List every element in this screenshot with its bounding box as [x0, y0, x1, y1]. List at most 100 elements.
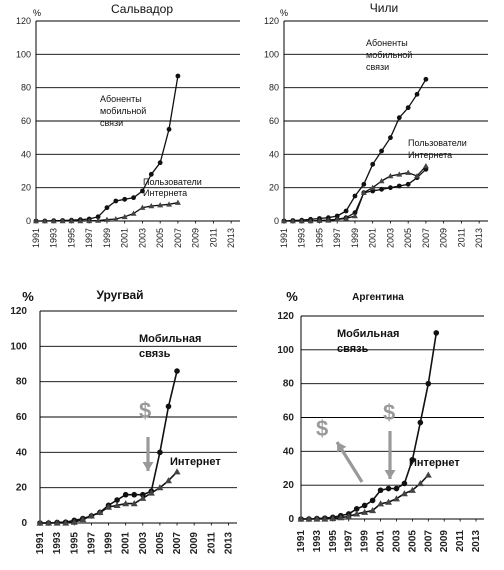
- data-point: [87, 512, 95, 519]
- data-point: [298, 218, 305, 224]
- data-point: [164, 477, 172, 484]
- data-point: [36, 519, 44, 526]
- data-point: [351, 213, 358, 219]
- data-point: [130, 210, 137, 216]
- y-tick-label: 80: [16, 377, 28, 388]
- x-tick-label: 2013: [474, 228, 484, 248]
- chart-title: Сальвадор: [111, 2, 173, 16]
- y-tick-label: 60: [16, 412, 28, 423]
- y-tick-label: 80: [269, 83, 279, 93]
- y-tick-label: 20: [21, 183, 31, 193]
- data-point: [305, 515, 313, 522]
- data-point: [361, 508, 369, 515]
- data-point: [353, 506, 360, 512]
- data-point: [33, 218, 39, 224]
- data-point: [385, 485, 392, 492]
- x-tick-label: 2005: [403, 228, 413, 248]
- y-tick-label: 20: [269, 183, 279, 193]
- annotation: Мобильная: [139, 333, 201, 345]
- data-point: [377, 500, 385, 507]
- x-tick-label: 2011: [206, 532, 217, 554]
- x-tick-label: 1993: [52, 532, 63, 555]
- data-point: [174, 368, 180, 374]
- x-tick-label: 2001: [368, 228, 378, 248]
- data-point: [297, 515, 305, 522]
- data-point: [337, 514, 345, 521]
- x-tick-label: 1991: [35, 532, 46, 555]
- annotation: связь: [139, 348, 171, 360]
- data-point: [166, 201, 173, 207]
- series-line: [283, 78, 427, 222]
- data-point: [408, 486, 416, 493]
- data-point: [409, 456, 416, 463]
- y-tick-label: 100: [264, 49, 279, 59]
- x-tick-label: 2013: [226, 228, 236, 248]
- x-tick-label: 2003: [138, 532, 149, 555]
- x-tick-label: 1995: [66, 228, 76, 248]
- y-tick-label: 60: [269, 116, 279, 126]
- data-point: [59, 218, 66, 224]
- y-tick-label: 0: [288, 514, 294, 525]
- x-tick-label: 2001: [376, 530, 387, 553]
- annotation: Абоненты: [100, 94, 142, 104]
- x-tick-label: 2001: [121, 532, 132, 555]
- x-tick-label: 2007: [421, 228, 431, 248]
- data-point: [96, 508, 104, 516]
- data-point: [388, 135, 393, 141]
- data-point: [388, 185, 393, 191]
- x-tick-label: 2009: [189, 532, 200, 555]
- data-point: [114, 497, 120, 503]
- x-tick-label: 2013: [223, 532, 234, 555]
- x-tick-label: 1991: [279, 228, 289, 248]
- chart-panel: Уругвай% 0 20 40 60 80 100 120 1991 1993 1995 1997 1…: [10, 288, 237, 554]
- x-tick-label: 1993: [49, 228, 59, 248]
- y-axis-unit: %: [286, 289, 298, 304]
- data-point: [157, 160, 163, 166]
- x-tick-label: 2011: [208, 228, 218, 247]
- data-point: [369, 497, 376, 504]
- data-point: [405, 169, 412, 175]
- x-tick-label: 1997: [84, 228, 94, 248]
- data-point: [148, 203, 155, 209]
- data-point: [122, 196, 128, 202]
- data-point: [379, 148, 384, 154]
- data-point: [393, 485, 400, 492]
- data-point: [417, 419, 424, 426]
- x-tick-label: 2007: [172, 532, 183, 555]
- data-point: [166, 126, 172, 132]
- x-tick-label: 1991: [296, 530, 307, 553]
- arrow-head: [337, 442, 347, 453]
- y-tick-label: 100: [16, 49, 31, 59]
- x-tick-label: 1997: [332, 228, 342, 248]
- data-point: [157, 202, 164, 208]
- x-tick-label: 2013: [471, 530, 482, 553]
- y-tick-label: 0: [26, 216, 31, 226]
- data-point: [131, 195, 136, 201]
- data-point: [387, 173, 394, 179]
- data-point: [121, 213, 128, 220]
- data-point: [369, 184, 376, 190]
- annotation: Мобильная: [337, 328, 399, 340]
- data-point: [379, 186, 384, 192]
- x-tick-label: 2009: [191, 228, 201, 248]
- data-point: [425, 380, 432, 387]
- annotation: $: [383, 400, 395, 425]
- annotation: мобильной: [100, 106, 146, 116]
- y-tick-label: 120: [264, 16, 279, 26]
- data-point: [325, 217, 332, 223]
- x-tick-label: 2007: [423, 530, 434, 553]
- y-tick-label: 40: [21, 149, 31, 159]
- data-point: [321, 515, 329, 522]
- series-line: [40, 471, 178, 524]
- x-tick-label: 1995: [314, 228, 324, 248]
- x-tick-label: 2009: [439, 228, 449, 248]
- data-point: [174, 199, 181, 205]
- data-point: [156, 484, 164, 491]
- data-point: [423, 76, 429, 82]
- data-point: [396, 171, 403, 177]
- annotation: Интернета: [143, 188, 187, 198]
- x-tick-label: 1999: [104, 532, 115, 555]
- arrow-head: [384, 470, 396, 479]
- data-point: [103, 216, 110, 222]
- data-point: [62, 519, 70, 526]
